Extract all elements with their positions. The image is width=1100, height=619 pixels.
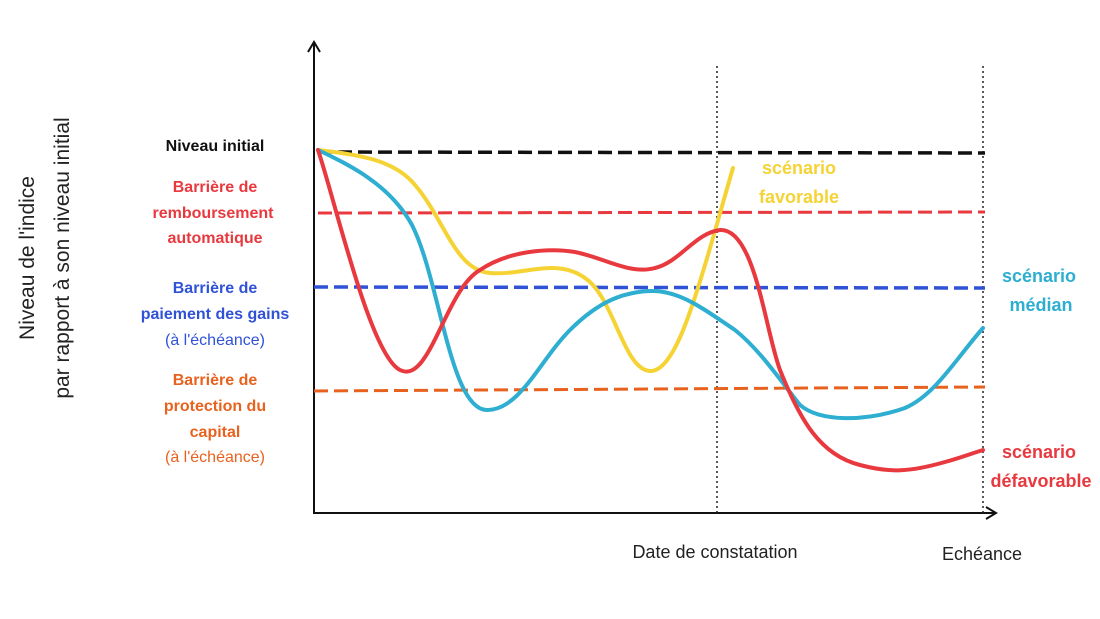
x-axis-arrow bbox=[985, 506, 998, 520]
favorable-scenario-label-line2: favorable bbox=[759, 187, 839, 207]
protection-barrier-note: (à l'échéance) bbox=[165, 449, 265, 466]
unfavorable-scenario-label-line1: scénario bbox=[1002, 442, 1076, 462]
protection-barrier-label-line3: capital bbox=[190, 424, 241, 441]
y-axis-label-line2: par rapport à son niveau initial bbox=[51, 117, 74, 398]
initial-level-label: Niveau initial bbox=[166, 138, 265, 155]
protection-barrier-label-line1: Barrière de bbox=[173, 372, 258, 389]
coupon-barrier-label-line1: Barrière de bbox=[173, 280, 258, 297]
favorable-scenario-curve bbox=[316, 148, 735, 374]
y-axis-arrow bbox=[307, 40, 321, 53]
autocall-barrier-line bbox=[317, 210, 986, 215]
unfavorable-scenario-label-line2: défavorable bbox=[990, 471, 1091, 491]
protection-barrier-label-line2: protection du bbox=[164, 398, 266, 415]
median-scenario-label-line2: médian bbox=[1009, 295, 1072, 315]
autocall-barrier-label-line2: remboursement bbox=[153, 205, 275, 222]
protection-barrier-line bbox=[313, 385, 986, 393]
initial-level-line bbox=[317, 150, 986, 155]
favorable-scenario-label-line1: scénario bbox=[762, 158, 836, 178]
coupon-barrier-note: (à l'échéance) bbox=[165, 332, 265, 349]
coupon-barrier-label-line2: paiement des gains bbox=[141, 306, 290, 323]
observation-date-label: Date de constatation bbox=[632, 542, 797, 562]
y-axis-label-line1: Niveau de l'indice bbox=[16, 176, 39, 340]
autocall-barrier-label-line1: Barrière de bbox=[173, 179, 258, 196]
autocall-barrier-label-line3: automatique bbox=[167, 230, 262, 247]
maturity-label: Echéance bbox=[942, 544, 1022, 564]
unfavorable-scenario-curve bbox=[316, 148, 985, 473]
median-scenario-curve bbox=[316, 148, 985, 421]
coupon-barrier-line bbox=[313, 285, 986, 290]
median-scenario-label-line1: scénario bbox=[1002, 266, 1076, 286]
